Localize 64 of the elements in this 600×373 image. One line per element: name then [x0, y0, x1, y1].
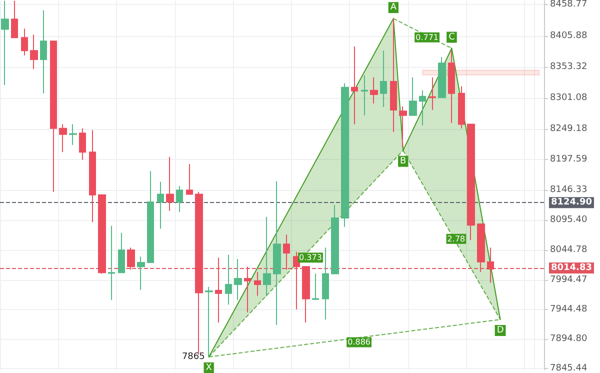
annotation: 7865 — [182, 352, 205, 362]
y-tick-label: 8197.59 — [550, 154, 588, 164]
y-tick-label: 8146.33 — [550, 184, 588, 195]
candlestick — [322, 247, 329, 320]
candlestick — [166, 156, 174, 212]
candlestick — [331, 204, 339, 274]
candlestick — [176, 185, 183, 213]
candlestick — [467, 124, 475, 240]
annotation: 0.771 — [416, 32, 439, 42]
candlestick — [147, 170, 154, 264]
ref-line-label: 8014.83 — [551, 262, 592, 273]
candlestick — [79, 128, 86, 160]
annotation: 2.78 — [447, 234, 466, 244]
data-label: X — [206, 362, 212, 373]
candlestick — [351, 46, 358, 125]
candlestick — [273, 180, 281, 326]
data-label: D — [496, 326, 504, 336]
candlestick — [11, 0, 18, 38]
candlestick — [419, 90, 426, 126]
candlestick — [370, 76, 378, 104]
candlestick — [399, 106, 407, 148]
annotation: 0.886 — [348, 338, 371, 347]
candlestick — [234, 258, 242, 300]
candlestick — [157, 181, 164, 230]
y-tick-label: 8458.77 — [550, 0, 588, 10]
candlestick — [186, 163, 193, 195]
ref-line-label: 8124.90 — [551, 198, 592, 208]
candlestick — [448, 50, 455, 124]
candlestick — [225, 254, 232, 306]
candlestick — [409, 76, 417, 116]
candlestick — [254, 272, 261, 296]
candlestick — [108, 225, 115, 300]
data-label: A — [390, 2, 398, 13]
data-label: B — [400, 156, 406, 166]
candlestick — [380, 50, 387, 108]
y-tick-label: 7894.80 — [550, 334, 588, 344]
candlestick — [118, 232, 125, 274]
candlestick — [458, 86, 465, 129]
candlestick — [21, 28, 28, 56]
candlestick — [361, 75, 368, 116]
candlestick — [312, 273, 319, 300]
y-tick-label: 7944.48 — [550, 304, 588, 315]
annotation: 0.373 — [299, 253, 322, 262]
candlestick — [438, 56, 446, 98]
candlestick — [59, 124, 67, 153]
y-tick-label: 8301.08 — [550, 93, 588, 104]
y-tick-label: 8353.32 — [550, 62, 588, 72]
candlestick — [429, 76, 436, 110]
data-label: C — [448, 32, 455, 42]
y-tick-label: 8095.40 — [550, 215, 588, 226]
y-tick-label: 8405.88 — [550, 30, 588, 41]
candlestick — [69, 124, 77, 146]
candlestick — [341, 82, 349, 228]
candlestick — [137, 256, 145, 290]
y-tick-label: 7845.44 — [550, 364, 588, 373]
candlestick — [40, 10, 47, 94]
y-tick-label: 8249.18 — [550, 124, 588, 134]
candlestick — [1, 0, 9, 86]
candlestick — [30, 34, 38, 70]
candlestick — [263, 216, 271, 297]
candlestick — [89, 130, 96, 223]
candlestick — [50, 40, 57, 192]
y-tick-label: 7994.47 — [550, 275, 588, 286]
y-tick-label: 8044.78 — [550, 245, 588, 256]
